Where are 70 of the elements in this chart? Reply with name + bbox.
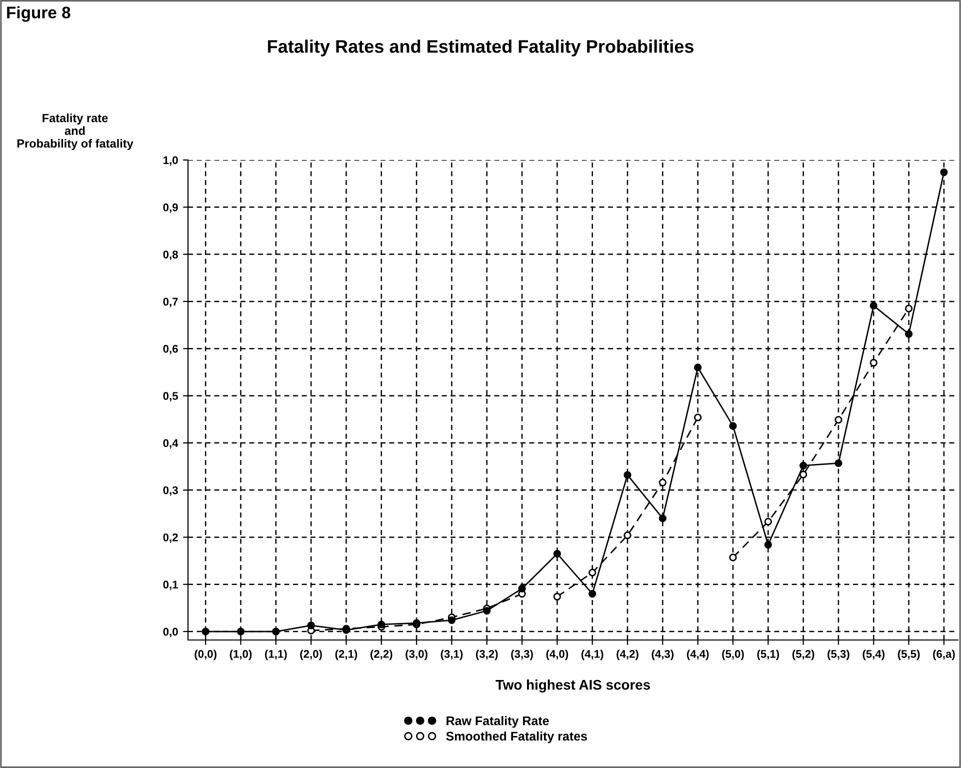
x-tick-label: (3,2): [476, 650, 498, 660]
x-tick-label: (5,3): [828, 650, 850, 660]
point: [553, 592, 561, 600]
point: [272, 628, 280, 636]
x-tick-label: (4,1): [581, 650, 604, 660]
x-tick-label: (3,0): [406, 650, 428, 660]
x-tick-label: (3,3): [511, 650, 533, 660]
y-tick-label: 0,9: [163, 203, 178, 213]
x-tick-label: (5,1): [757, 650, 780, 660]
point: [588, 590, 596, 598]
point: [904, 330, 913, 338]
point: [870, 302, 878, 310]
point: [518, 584, 526, 592]
x-tick-label: (4,4): [686, 650, 709, 660]
y-tick-label: 0,5: [163, 392, 178, 402]
y-tick-label: 0,6: [163, 344, 178, 354]
point: [588, 568, 596, 576]
point: [378, 620, 386, 628]
point: [764, 518, 772, 526]
point: [694, 414, 702, 422]
point: [624, 532, 632, 540]
point: [870, 358, 878, 367]
x-tick-label: (5,5): [898, 650, 920, 660]
x-tick-label: (2,1): [335, 650, 358, 660]
point: [236, 628, 245, 636]
x-tick-label: (2,2): [370, 650, 392, 660]
x-tick-label: (5,0): [722, 650, 744, 660]
point: [799, 470, 808, 478]
point: [658, 478, 666, 486]
x-tick-label: (1,0): [230, 650, 252, 660]
point: [694, 364, 702, 372]
legend-label: Smoothed Fatality rates: [446, 731, 587, 744]
chart-title: Fatality Rates and Estimated Fatality Probabilities: [268, 40, 694, 56]
x-axis-title: Two highest AIS scores: [496, 680, 650, 693]
point: [764, 540, 772, 549]
y-tick-label: 0,7: [163, 298, 178, 308]
y-tick-label: 0,2: [163, 533, 178, 543]
point: [904, 304, 913, 312]
point: [799, 462, 808, 470]
point: [940, 168, 948, 176]
caption: Figure 8: [7, 6, 70, 22]
x-tick-label: (3,1): [440, 650, 463, 660]
y-tick-label: 0,4: [163, 439, 178, 449]
x-tick-label: (4,0): [546, 650, 568, 660]
x-tick-label: (6,a): [933, 650, 955, 660]
point: [729, 554, 737, 562]
legend-label: Raw Fatality Rate: [446, 716, 549, 728]
x-tick-label: (1,1): [265, 650, 287, 660]
point: [658, 514, 666, 522]
y-tick-label: 0,0: [163, 628, 178, 638]
x-tick-label: (4,3): [652, 650, 674, 660]
y-tick-label: 0,1: [163, 580, 178, 590]
x-tick-label: (5,4): [862, 650, 884, 660]
y-tick-label: 0,8: [163, 250, 178, 260]
x-tick-label: (0,0): [194, 650, 216, 660]
point: [307, 622, 315, 630]
x-tick-label: (4,2): [616, 650, 638, 660]
y-tick-label: 1,0: [164, 156, 178, 166]
y-axis-title: Fatality rate and Probability of fatality: [17, 114, 134, 150]
x-tick-label: (2,0): [300, 650, 322, 660]
point: [202, 628, 210, 636]
point: [483, 606, 491, 615]
y-tick-label: 0,3: [163, 486, 178, 496]
point: [834, 459, 842, 468]
point: [624, 471, 632, 479]
point: [448, 616, 456, 624]
point: [834, 416, 842, 424]
point: [553, 550, 561, 558]
x-tick-label: (5,2): [792, 650, 814, 660]
point: [729, 422, 737, 430]
